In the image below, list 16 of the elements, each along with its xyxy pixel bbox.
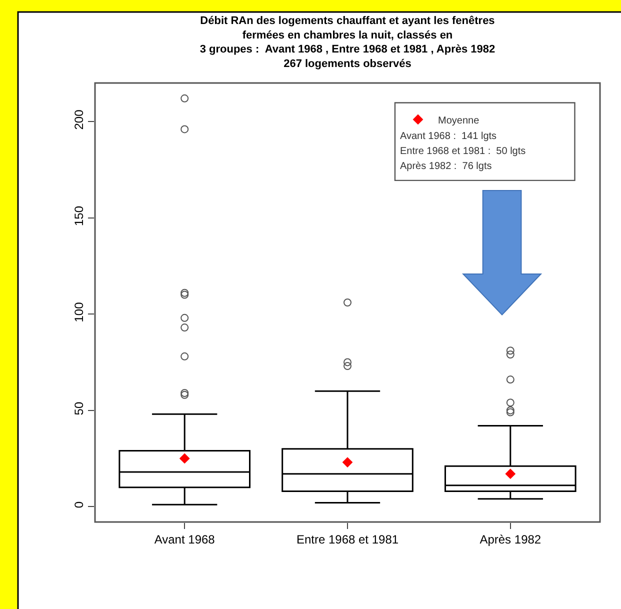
x-tick-label: Avant 1968 [154,532,216,546]
chart-title: Débit RAn des logements chauffant et ayant les fenêtres fermées en chambres la nuit, classés en 3 groupes : Avant 1968 , Entre 1968 et 1981 , Après 1982 267 logements observés [200,15,496,70]
legend-label: Moyenne [438,115,480,126]
y-tick-label: 50 [72,402,86,416]
annotation: Après 1982 : 76 lgts [400,161,492,172]
x-tick-label: Après 1982 [480,532,542,546]
y-tick-label: 0 [72,501,86,508]
y-tick-label: 200 [72,109,86,130]
y-tick-label: 100 [72,302,86,322]
point [505,468,516,480]
annotation: Entre 1968 et 1981 : 50 lgts [400,146,526,157]
x-tick-label: Entre 1968 et 1981 [296,532,399,546]
point [342,457,353,468]
y-tick-label: 150 [72,206,86,226]
annotation: Avant 1968 : 141 lgts [400,131,497,142]
point [179,453,190,464]
